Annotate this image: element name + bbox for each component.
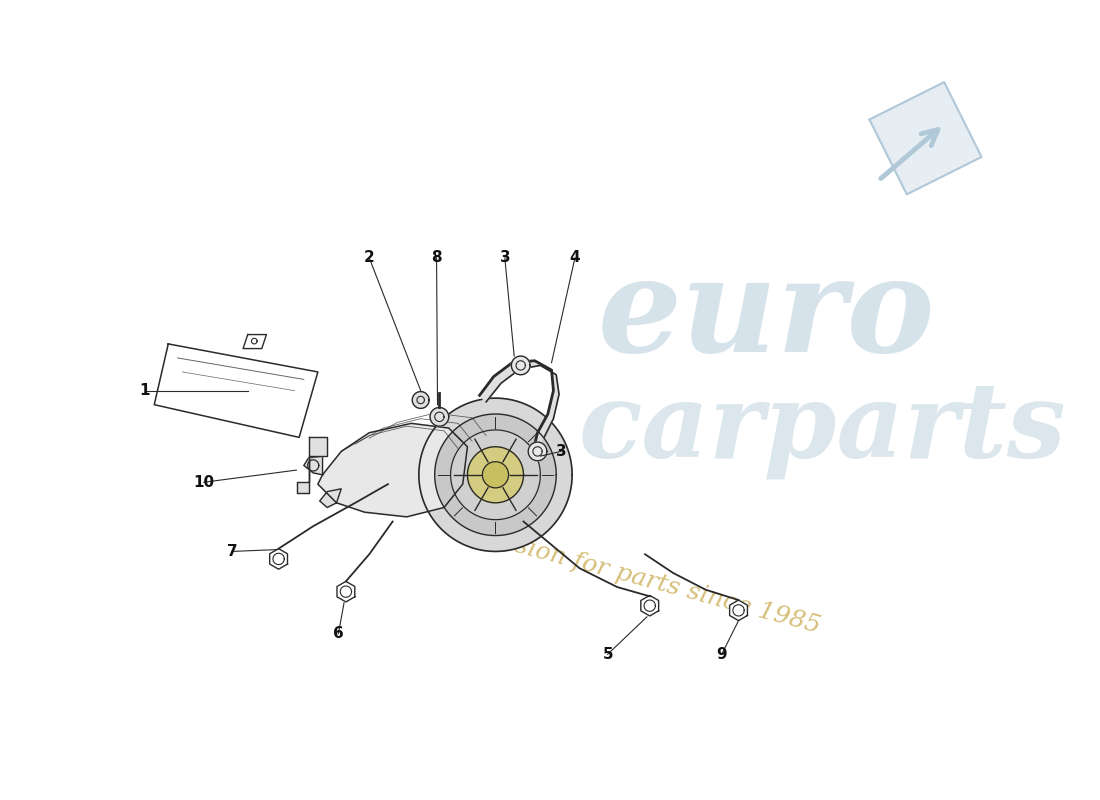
Polygon shape bbox=[419, 398, 572, 551]
Polygon shape bbox=[412, 391, 429, 409]
Text: 4: 4 bbox=[570, 250, 580, 266]
Polygon shape bbox=[451, 430, 540, 520]
Text: 10: 10 bbox=[194, 474, 214, 490]
Polygon shape bbox=[483, 462, 508, 488]
Text: 1: 1 bbox=[140, 383, 151, 398]
Text: 3: 3 bbox=[499, 250, 510, 266]
Polygon shape bbox=[869, 82, 981, 194]
Text: 8: 8 bbox=[431, 250, 442, 266]
Polygon shape bbox=[304, 456, 322, 474]
Polygon shape bbox=[434, 414, 557, 535]
Polygon shape bbox=[154, 344, 318, 438]
Polygon shape bbox=[512, 356, 530, 374]
Polygon shape bbox=[729, 600, 747, 621]
Text: 3: 3 bbox=[556, 444, 566, 459]
Polygon shape bbox=[318, 423, 468, 517]
Polygon shape bbox=[337, 582, 355, 602]
Polygon shape bbox=[641, 595, 659, 616]
Text: carparts: carparts bbox=[579, 378, 1067, 478]
Polygon shape bbox=[528, 442, 547, 461]
Polygon shape bbox=[480, 361, 559, 451]
Polygon shape bbox=[243, 334, 266, 349]
Text: 2: 2 bbox=[364, 250, 375, 266]
Text: 6: 6 bbox=[333, 626, 344, 642]
Text: 5: 5 bbox=[603, 646, 613, 662]
Text: 7: 7 bbox=[227, 544, 238, 559]
Text: 9: 9 bbox=[716, 646, 727, 662]
Polygon shape bbox=[468, 446, 524, 503]
Polygon shape bbox=[297, 438, 327, 494]
Polygon shape bbox=[430, 407, 449, 426]
Polygon shape bbox=[270, 549, 287, 570]
Text: euro: euro bbox=[597, 251, 935, 380]
Polygon shape bbox=[320, 489, 341, 507]
Text: a passion for parts since 1985: a passion for parts since 1985 bbox=[449, 517, 823, 638]
